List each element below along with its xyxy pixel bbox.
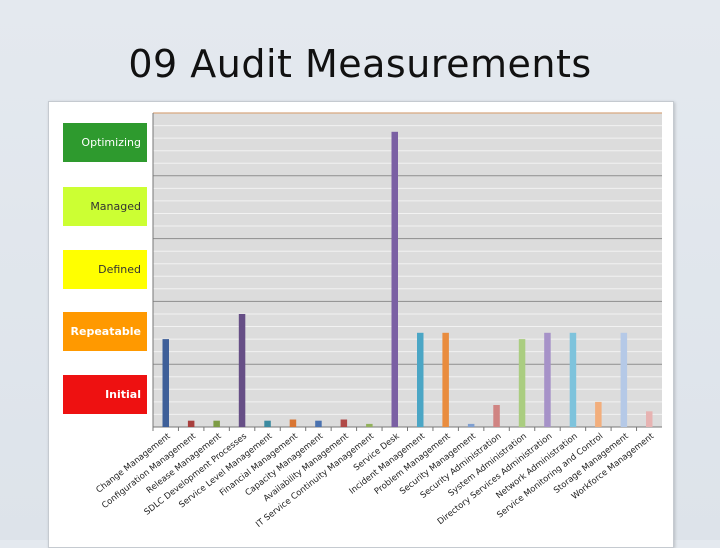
bar bbox=[595, 401, 602, 427]
level-defined-label: Defined bbox=[98, 263, 141, 276]
bar bbox=[442, 332, 449, 427]
bar bbox=[289, 419, 297, 427]
level-optimizing-label: Optimizing bbox=[81, 136, 141, 149]
bar bbox=[315, 420, 322, 427]
bar bbox=[366, 423, 373, 427]
bar bbox=[187, 420, 195, 427]
bar bbox=[518, 339, 526, 427]
bar bbox=[544, 332, 551, 427]
chart-panel: Optimizing Managed Defined Repeatable In… bbox=[48, 101, 674, 548]
level-initial: Initial bbox=[63, 375, 147, 414]
level-initial-label: Initial bbox=[105, 388, 141, 401]
bar bbox=[391, 131, 398, 428]
bar bbox=[646, 411, 653, 427]
bar bbox=[340, 419, 348, 427]
level-managed: Managed bbox=[63, 187, 147, 226]
bar bbox=[264, 420, 271, 427]
bar bbox=[467, 423, 475, 427]
level-optimizing: Optimizing bbox=[63, 123, 147, 162]
slide-title: 09 Audit Measurements bbox=[128, 42, 592, 86]
level-defined: Defined bbox=[63, 250, 147, 289]
bar bbox=[213, 420, 220, 427]
bar bbox=[620, 332, 628, 427]
bar bbox=[238, 314, 246, 427]
bar bbox=[162, 339, 169, 427]
level-repeatable: Repeatable bbox=[63, 312, 147, 351]
level-repeatable-label: Repeatable bbox=[70, 325, 141, 338]
level-managed-label: Managed bbox=[90, 200, 141, 213]
bar bbox=[417, 332, 424, 427]
bar bbox=[493, 405, 500, 427]
plot-area bbox=[153, 113, 662, 427]
bar bbox=[569, 332, 577, 427]
